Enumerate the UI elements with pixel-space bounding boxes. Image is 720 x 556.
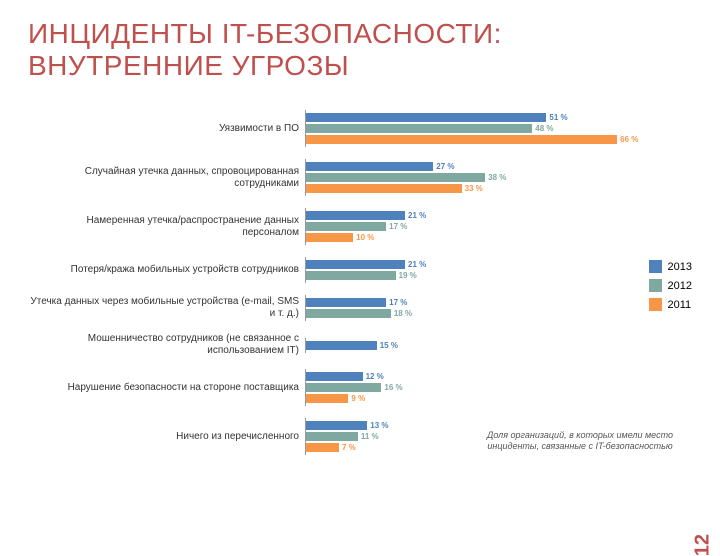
bar-value: 21 % — [408, 211, 426, 220]
bar — [306, 298, 386, 307]
bar-value: 15 % — [380, 341, 398, 350]
bars-group: 21 %17 % 10 % — [305, 208, 690, 245]
bar — [306, 260, 405, 269]
chart-row: Потеря/кража мобильных устройств сотрудн… — [30, 257, 690, 283]
bar — [306, 309, 391, 318]
bar-line: 16 % — [306, 382, 690, 393]
legend-label: 2012 — [668, 280, 692, 292]
legend-item: 2013 — [649, 260, 692, 273]
bar — [306, 162, 433, 171]
bar-value: 13 % — [370, 421, 388, 430]
bar-value: 27 % — [436, 162, 454, 171]
bar-line: 17 % — [306, 221, 690, 232]
category-label: Уязвимости в ПО — [30, 123, 305, 135]
bar-value: 21 % — [408, 260, 426, 269]
bar-value: 33 % — [465, 184, 483, 193]
bar-line: 66 % — [306, 134, 690, 145]
title-line-1: ИНЦИДЕНТЫ IT-БЕЗОПАСНОСТИ: — [28, 18, 502, 49]
bar-value: 9 % — [351, 394, 365, 403]
chart-legend: 2013 2012 2011 — [649, 260, 692, 317]
slide-title: ИНЦИДЕНТЫ IT-БЕЗОПАСНОСТИ: ВНУТРЕННИЕ УГ… — [0, 0, 720, 90]
category-label: Мошенничество сотрудников (не связанное … — [30, 333, 305, 357]
category-label: Утечка данных через мобильные устройства… — [30, 296, 305, 320]
bar-value: 19 % — [399, 271, 417, 280]
bar-value: 11 % — [361, 432, 379, 441]
bar — [306, 211, 405, 220]
bar — [306, 233, 353, 242]
bar-line: 10 % — [306, 232, 690, 243]
bar — [306, 135, 617, 144]
category-label: Потеря/кража мобильных устройств сотрудн… — [30, 264, 305, 276]
bar-line: 51 % — [306, 112, 690, 123]
bars-group: 21 % 19 % — [305, 257, 690, 283]
bar-chart: Уязвимости в ПО 51 % 48 % 66 % Случайная уте… — [30, 110, 690, 467]
legend-label: 2013 — [668, 261, 692, 273]
bar-line: 33 % — [306, 183, 690, 194]
chart-row: Случайная утечка данных, спровоцированна… — [30, 159, 690, 196]
bar-value: 48 % — [535, 124, 553, 133]
bar — [306, 124, 532, 133]
bars-group: 27 % 38 % 33 % — [305, 159, 690, 196]
bar — [306, 271, 396, 280]
bar-line: 18 % — [306, 308, 690, 319]
bar — [306, 113, 546, 122]
bar — [306, 173, 485, 182]
chart-row: Уязвимости в ПО 51 % 48 % 66 % — [30, 110, 690, 147]
category-label: Случайная утечка данных, спровоцированна… — [30, 166, 305, 190]
title-line-2: ВНУТРЕННИЕ УГРОЗЫ — [28, 50, 349, 81]
bars-group: 15 % — [305, 338, 690, 353]
bars-group: 12 %16 % 9 % — [305, 369, 690, 406]
legend-swatch — [649, 260, 662, 273]
bar-value: 38 % — [488, 173, 506, 182]
category-label: Намеренная утечка/распространение данных… — [30, 215, 305, 239]
legend-label: 2011 — [668, 299, 692, 311]
bar — [306, 383, 381, 392]
bar — [306, 421, 367, 430]
legend-item: 2011 — [649, 298, 692, 311]
bar-value: 51 % — [549, 113, 567, 122]
chart-footnote: Доля организаций, в которых имели место … — [480, 430, 680, 452]
bars-group: 17 % 18 % — [305, 295, 690, 321]
bar-value: 10 % — [356, 233, 374, 242]
bar-line: 12 % — [306, 371, 690, 382]
bar — [306, 372, 363, 381]
bar-line: 15 % — [306, 340, 690, 351]
legend-swatch — [649, 298, 662, 311]
bar — [306, 184, 462, 193]
bar-line: 38 % — [306, 172, 690, 183]
bar — [306, 394, 348, 403]
bar-line: 27 % — [306, 161, 690, 172]
category-label: Нарушение безопасности на стороне постав… — [30, 382, 305, 394]
bar-value: 16 % — [384, 383, 402, 392]
legend-swatch — [649, 279, 662, 292]
bar — [306, 443, 339, 452]
bar — [306, 222, 386, 231]
bar-line: 19 % — [306, 270, 690, 281]
bars-group: 51 % 48 % 66 % — [305, 110, 690, 147]
bar-value: 18 % — [394, 309, 412, 318]
bar — [306, 432, 358, 441]
bar-line: 48 % — [306, 123, 690, 134]
bar-line: 21 % — [306, 259, 690, 270]
bar-line: 17 % — [306, 297, 690, 308]
chart-row: Утечка данных через мобильные устройства… — [30, 295, 690, 321]
bar-line: 9 % — [306, 393, 690, 404]
bar-value: 7 % — [342, 443, 356, 452]
legend-item: 2012 — [649, 279, 692, 292]
bar-value: 17 % — [389, 222, 407, 231]
bar-value: 66 % — [620, 135, 638, 144]
bar-line: 21 % — [306, 210, 690, 221]
bar-value: 12 % — [366, 372, 384, 381]
chart-row: Нарушение безопасности на стороне постав… — [30, 369, 690, 406]
bar-value: 17 % — [389, 298, 407, 307]
chart-row: Мошенничество сотрудников (не связанное … — [30, 333, 690, 357]
chart-row: Намеренная утечка/распространение данных… — [30, 208, 690, 245]
category-label: Ничего из перечисленного — [30, 431, 305, 443]
page-number: 12 — [691, 534, 714, 556]
bar — [306, 341, 377, 350]
